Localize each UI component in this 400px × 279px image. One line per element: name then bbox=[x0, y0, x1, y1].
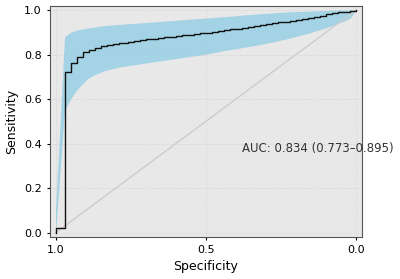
X-axis label: Specificity: Specificity bbox=[173, 260, 238, 273]
Text: AUC: 0.834 (0.773–0.895): AUC: 0.834 (0.773–0.895) bbox=[242, 142, 394, 155]
Y-axis label: Sensitivity: Sensitivity bbox=[6, 89, 18, 154]
